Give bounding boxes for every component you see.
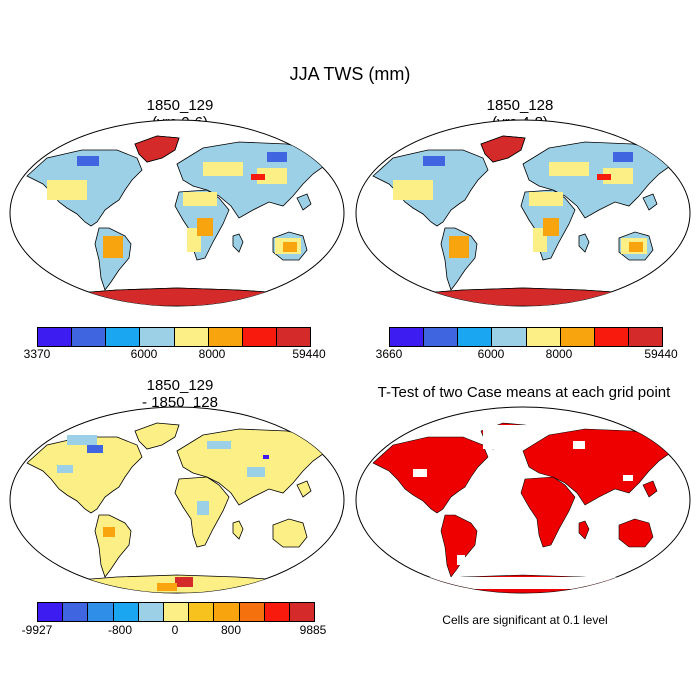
colorbar-box — [163, 603, 190, 621]
panel-2-tick-label: 3660 — [375, 347, 403, 361]
panel-4-title-line1: T-Test of two Case means at each grid po… — [377, 384, 671, 401]
panel-3-title: 1850_129 - 1850_128 — [10, 377, 350, 411]
colorbar-box — [138, 603, 164, 621]
colorbar-box — [492, 328, 527, 346]
colorbar-box — [276, 328, 310, 346]
panel-2-tick-label: 6000 — [477, 347, 505, 361]
panel-3-tick-label: 9885 — [299, 623, 327, 637]
panel-4-map — [355, 406, 691, 594]
colorbar-box — [106, 328, 141, 346]
colorbar-box — [594, 328, 629, 346]
colorbar-box — [526, 328, 561, 346]
figure-title: JJA TWS (mm) — [289, 64, 411, 84]
panel-3-tick-label: 0 — [171, 623, 179, 637]
panel-1-tick-label: 59440 — [292, 347, 326, 361]
panel-1-map — [9, 119, 345, 307]
panel-1-title-line1: 1850_129 — [146, 97, 214, 114]
panel-3-tick-label: -800 — [107, 623, 133, 637]
panel-2-map — [355, 119, 691, 307]
panel-4-title: T-Test of two Case means at each grid po… — [350, 384, 698, 401]
colorbar-box — [208, 328, 243, 346]
colorbar-box — [628, 328, 662, 346]
panel-2-title-line1: 1850_128 — [486, 97, 554, 114]
colorbar-box — [88, 603, 114, 621]
colorbar-box — [264, 603, 290, 621]
colorbar-box — [242, 328, 277, 346]
colorbar-box — [63, 603, 89, 621]
colorbar-box — [72, 328, 107, 346]
panel-2-tick-label: 59440 — [644, 347, 678, 361]
colorbar-box — [424, 328, 459, 346]
colorbar-box — [38, 328, 73, 346]
panel-1-tick-label: 8000 — [198, 347, 226, 361]
panel-3-map — [9, 406, 345, 594]
panel-4-note: Cells are significant at 0.1 level — [442, 613, 608, 627]
colorbar-box — [189, 603, 215, 621]
colorbar-box — [560, 328, 595, 346]
panel-2-colorbar — [389, 327, 663, 347]
panel-1-colorbar — [37, 327, 311, 347]
panel-3-colorbar — [37, 602, 315, 622]
colorbar-box — [239, 603, 265, 621]
panel-1-tick-label: 6000 — [130, 347, 158, 361]
colorbar-box — [38, 603, 64, 621]
panel-3-tick-label: 800 — [220, 623, 242, 637]
colorbar-box — [390, 328, 425, 346]
colorbar-box — [289, 603, 315, 621]
colorbar-box — [140, 328, 175, 346]
panel-1-tick-label: 3370 — [23, 347, 51, 361]
colorbar-box — [174, 328, 209, 346]
panel-2-tick-label: 8000 — [545, 347, 573, 361]
panel-3-tick-label: -9927 — [21, 623, 53, 637]
panel-3-title-line2: - 1850_128 — [142, 394, 218, 411]
colorbar-box — [458, 328, 493, 346]
colorbar-box — [214, 603, 240, 621]
colorbar-box — [113, 603, 139, 621]
panel-3-title-line1: 1850_129 — [146, 377, 214, 394]
